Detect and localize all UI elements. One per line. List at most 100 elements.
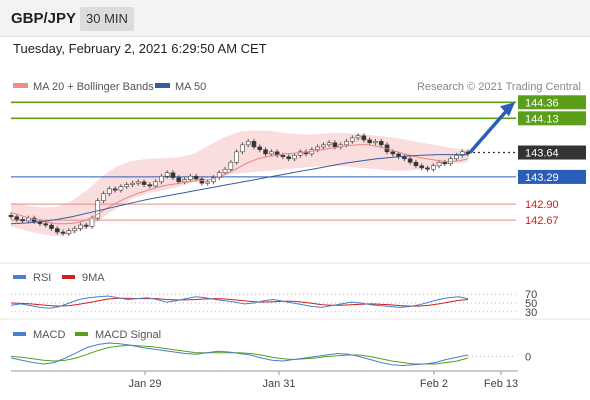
level-label-support: 142.90 — [525, 199, 559, 211]
macd-tick-label: 0 — [525, 352, 531, 364]
candle-down — [465, 151, 471, 155]
candle-down — [390, 151, 396, 155]
legend-label-ma20: MA 20 + Bollinger Bands — [33, 81, 154, 93]
candle-up — [159, 175, 164, 183]
candle-up — [297, 151, 303, 156]
rsi-tick-label: 70 — [525, 289, 537, 301]
macd-legend: MACD MACD Signal — [13, 329, 161, 341]
candle-down — [20, 219, 25, 222]
candle-up — [430, 165, 436, 170]
candle-up — [344, 141, 349, 146]
candle-up — [349, 137, 355, 142]
projection-arrowhead — [500, 102, 515, 117]
candle-up — [268, 151, 274, 155]
candle-up — [135, 181, 141, 184]
candle-down — [332, 142, 338, 148]
candle-up — [101, 193, 106, 201]
candle-down — [402, 156, 407, 160]
candle-up — [222, 168, 228, 174]
candle-down — [442, 161, 448, 164]
candle-up — [355, 135, 361, 139]
legend-label-rsi: RSI — [33, 272, 51, 284]
candle-down — [60, 231, 66, 234]
candle-down — [419, 165, 425, 169]
candle-down — [112, 188, 118, 191]
candle-down — [378, 141, 384, 146]
candle-up — [245, 141, 251, 146]
candle-down — [8, 215, 14, 217]
candle-down — [54, 228, 60, 233]
legend-swatch-9ma — [62, 275, 75, 279]
candle-up — [315, 146, 320, 151]
candle-down — [83, 224, 89, 227]
candle-up — [153, 181, 158, 187]
datetime-label: Tuesday, February 2, 2021 6:29:50 AM CET — [13, 41, 267, 56]
candle-up — [454, 155, 459, 160]
candle-up — [124, 184, 130, 187]
candle-up — [234, 151, 239, 163]
candle-up — [118, 186, 124, 191]
legend-label-9ma: 9MA — [82, 272, 105, 284]
level-label-resistance: 144.36 — [525, 97, 559, 109]
level-label-resistance: 144.13 — [525, 113, 559, 125]
candle-down — [170, 172, 176, 178]
candle-down — [199, 178, 205, 184]
candle-down — [361, 135, 367, 141]
legend-label-macd: MACD — [33, 329, 65, 341]
projection — [468, 102, 515, 154]
candle-down — [147, 184, 153, 187]
level-tag-pivot — [518, 169, 586, 184]
level-label-last: 143.64 — [525, 148, 559, 160]
legend-swatch-ma50 — [155, 83, 170, 88]
candle-down — [280, 155, 286, 157]
macd-panel: 0 — [10, 342, 531, 367]
legend-swatch-macd — [13, 332, 26, 336]
legend-label-macd-signal: MACD Signal — [95, 329, 161, 341]
candle-up — [182, 179, 187, 183]
rsi-tick-label: 30 — [525, 307, 537, 319]
candles — [8, 133, 471, 236]
candle-down — [193, 175, 199, 180]
rsi-line — [10, 295, 469, 309]
projection-arrow — [468, 109, 509, 154]
legend-swatch-ma20 — [13, 83, 28, 88]
candle-down — [263, 149, 268, 155]
moving-averages — [10, 144, 469, 225]
candle-up — [240, 144, 245, 153]
candle-up — [373, 141, 378, 144]
candle-down — [176, 177, 182, 183]
candle-up — [78, 224, 83, 229]
ma50-line — [10, 154, 468, 225]
price-legend: MA 20 + Bollinger Bands MA 50 Research ©… — [13, 81, 581, 93]
candle-up — [130, 182, 135, 185]
candle-down — [257, 146, 263, 151]
candle-up — [326, 142, 332, 146]
candle-up — [216, 172, 222, 178]
timeframe-button[interactable]: 30 MIN — [80, 7, 134, 31]
candle-down — [141, 181, 147, 185]
rsi-tick-label: 50 — [525, 298, 537, 310]
candle-down — [407, 158, 413, 163]
rsi-9ma-line — [10, 297, 469, 307]
candle-down — [49, 224, 54, 229]
level-label-support: 142.67 — [525, 215, 559, 227]
candle-down — [413, 161, 419, 167]
rsi-legend: RSI 9MA — [13, 272, 105, 284]
bollinger-bands — [11, 130, 468, 237]
candle-down — [14, 216, 20, 220]
candle-up — [228, 161, 234, 170]
bollinger-band-area — [11, 130, 468, 237]
candle-up — [66, 230, 72, 234]
candle-up — [107, 188, 112, 194]
level-tag-last — [518, 145, 586, 160]
candle-up — [292, 155, 297, 160]
candle-up — [89, 217, 95, 227]
candle-up — [321, 144, 326, 148]
candle-up — [164, 172, 170, 177]
candle-up — [188, 175, 193, 181]
macd-signal-line — [10, 344, 469, 365]
candle-up — [436, 161, 442, 167]
level-tag-resistance — [518, 95, 586, 110]
x-tick-label: Jan 29 — [128, 378, 161, 390]
